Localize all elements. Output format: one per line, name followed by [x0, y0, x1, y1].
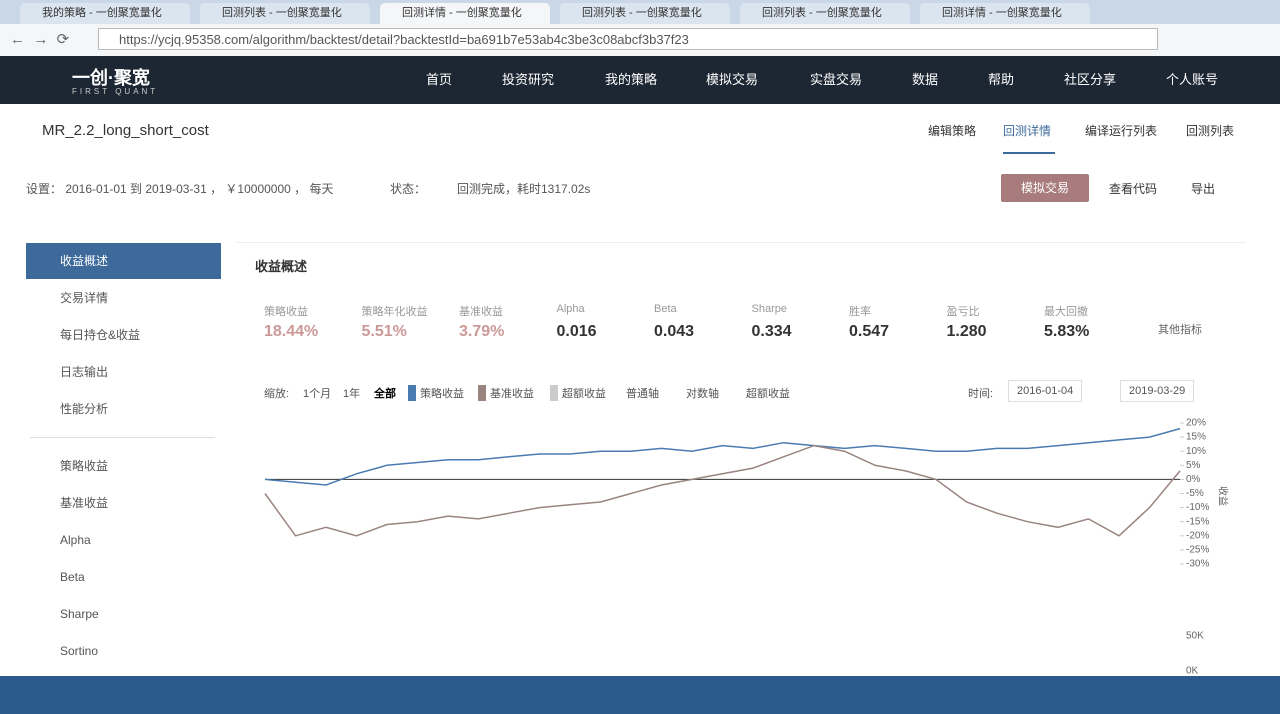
metric-value: 3.79% [459, 323, 505, 340]
header-link[interactable]: 编辑策略 [928, 124, 977, 138]
start-date[interactable]: 2016-01-04 [1008, 380, 1083, 402]
volume-tick: 0K [1186, 666, 1199, 676]
sidebar-item[interactable]: 基准收益 [60, 496, 109, 510]
nav-item[interactable]: 数据 [912, 72, 939, 87]
sidebar-item[interactable]: 收益概述 [26, 243, 221, 279]
y-tick-label: -15% [1186, 516, 1209, 527]
y-tick-label: -30% [1186, 559, 1209, 570]
panel-border [236, 242, 1246, 243]
y-tick-label: -20% [1186, 530, 1209, 541]
y-axis-label: 收益 [1216, 486, 1229, 506]
sidebar-item[interactable]: 交易详情 [60, 291, 109, 305]
view-code[interactable]: 查看代码 [1109, 182, 1158, 196]
tab[interactable]: 回测列表 - 一创聚宽量化 [740, 3, 910, 24]
sidebar-item[interactable]: Alpha [60, 533, 91, 547]
end-date[interactable]: 2019-03-29 [1120, 380, 1195, 402]
metric-value: 1.280 [946, 323, 987, 340]
nav-item[interactable]: 实盘交易 [810, 72, 863, 87]
zoom-label: 缩放: [264, 388, 290, 400]
metric-label: Sharpe [751, 303, 787, 315]
nav-buttons: ← → ⟳ [10, 31, 70, 48]
url[interactable]: https://ycjq.95358.com/algorithm/backtes… [98, 28, 1158, 50]
nav-item[interactable]: 模拟交易 [706, 72, 759, 87]
tab-bar: 我的策略 - 一创聚宽量化 回测列表 - 一创聚宽量化 回测详情 - 一创聚宽量化回… [0, 0, 1280, 24]
metric-label: 最大回撤 [1044, 306, 1088, 318]
volume-tick: 50K [1186, 631, 1204, 642]
separator [30, 437, 215, 438]
zoom-option[interactable]: 全部 [374, 388, 396, 400]
time-label: 时间: [968, 388, 994, 400]
metric-label: Beta [654, 303, 677, 315]
y-tick-label: 20% [1186, 418, 1206, 429]
metric-label: 盈亏比 [946, 306, 980, 318]
settings: 设置： 2016-01-01 到 2019-03-31 ， ￥10000000 … [26, 182, 334, 196]
nav-item[interactable]: 我的策略 [605, 72, 658, 87]
header-link[interactable]: 编译运行列表 [1085, 124, 1158, 138]
tab[interactable]: 回测列表 - 一创聚宽量化 [560, 3, 730, 24]
legend-item[interactable]: 策略收益 [408, 385, 464, 401]
nav-item[interactable]: 首页 [426, 72, 453, 87]
simulate-button[interactable]: 模拟交易 [1001, 174, 1089, 202]
y-tick-label: 10% [1186, 446, 1206, 457]
nav-item[interactable]: 社区分享 [1064, 72, 1117, 87]
y-tick-label: -5% [1186, 488, 1204, 499]
axis-option[interactable]: 普通轴 [626, 388, 659, 400]
metric-value: 18.44% [264, 323, 319, 340]
tab[interactable]: 回测详情 - 一创聚宽量化 [920, 3, 1090, 24]
tab[interactable]: 回测详情 - 一创聚宽量化 [380, 3, 550, 24]
y-tick-label: -10% [1186, 502, 1209, 513]
axis-option[interactable]: 对数轴 [686, 388, 719, 400]
metric-value: 5.51% [361, 323, 407, 340]
header-link[interactable]: 回测列表 [1186, 124, 1235, 138]
metric-value: 0.043 [654, 323, 695, 340]
metric-value: 5.83% [1044, 323, 1090, 340]
nav-item[interactable]: 投资研究 [502, 72, 555, 87]
sidebar-item[interactable]: 每日持仓&收益 [60, 328, 141, 342]
series-line [264, 444, 1181, 537]
metric-value: 0.334 [751, 323, 792, 340]
zoom-option[interactable]: 1个月 [303, 388, 332, 400]
y-tick-label: -25% [1186, 545, 1209, 556]
export[interactable]: 导出 [1191, 182, 1216, 196]
metric-label: 基准收益 [459, 306, 503, 318]
sidebar-item[interactable]: 日志输出 [60, 365, 109, 379]
panel-title: 收益概述 [255, 259, 308, 274]
sidebar-item[interactable]: Sortino [60, 644, 99, 658]
metric-label: 胜率 [849, 306, 871, 318]
header-link[interactable]: 回测详情 [1003, 124, 1052, 138]
zoom-option[interactable]: 1年 [343, 388, 361, 400]
more-metrics[interactable]: 其他指标 [1158, 324, 1202, 336]
metric-label: 策略收益 [264, 306, 308, 318]
taskbar [0, 676, 1280, 714]
legend-item[interactable]: 基准收益 [478, 385, 534, 401]
tab[interactable]: 我的策略 - 一创聚宽量化 [20, 3, 190, 24]
metric-value: 0.547 [849, 323, 890, 340]
strategy-title: MR_2.2_long_short_cost [42, 122, 209, 139]
metric-value: 0.016 [556, 323, 597, 340]
axis-option[interactable]: 超额收益 [746, 388, 790, 400]
chart: 20% 15% 10% 5% 0% -5% -10% -15% -20% -25% -30% 收益 50… [264, 418, 1229, 676]
logo-sub: FIRST QUANT [72, 87, 159, 96]
legend-item[interactable]: 超额收益 [550, 385, 606, 401]
metric-label: Alpha [556, 303, 585, 315]
y-tick-label: 5% [1186, 460, 1201, 471]
logo[interactable]: 一创·聚宽 [72, 68, 150, 88]
series-line [264, 427, 1181, 486]
y-tick-label: 0% [1186, 474, 1201, 485]
status: 回测完成，耗时1317.02s [457, 182, 591, 196]
nav-bar: 一创·聚宽 FIRST QUANT 首页 投资研究 我的策略 模拟交易 实盘交易 数据 帮助… [0, 56, 1280, 104]
sidebar-item[interactable]: 策略收益 [60, 459, 109, 473]
nav-item[interactable]: 个人账号 [1166, 72, 1219, 87]
status-label: 状态： [390, 182, 427, 196]
sidebar-item[interactable]: 性能分析 [60, 402, 109, 416]
metric-label: 策略年化收益 [361, 306, 428, 318]
active-underline [1003, 152, 1055, 154]
y-tick-label: 15% [1186, 432, 1206, 443]
tab[interactable]: 回测列表 - 一创聚宽量化 [200, 3, 370, 24]
sidebar-item[interactable]: Sharpe [60, 607, 99, 621]
sidebar-item[interactable]: Beta [60, 570, 85, 584]
nav-item[interactable]: 帮助 [988, 72, 1015, 87]
